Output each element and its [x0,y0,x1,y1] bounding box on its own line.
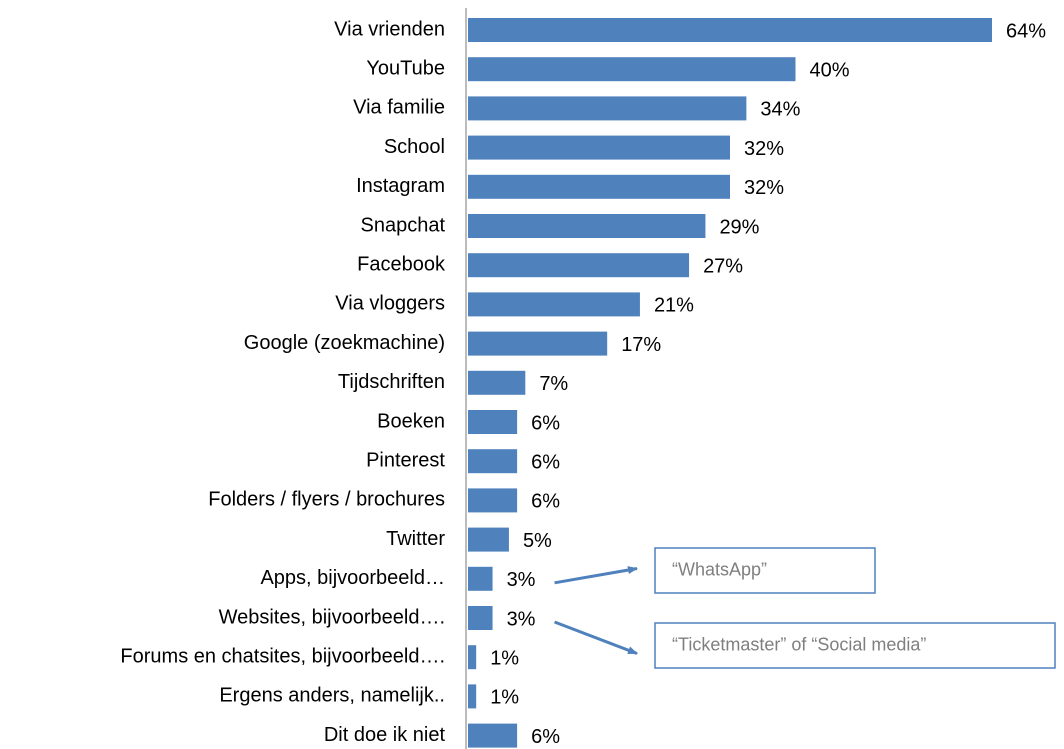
value-label: 32% [744,138,784,160]
bar [468,645,477,670]
annotation-box [654,622,1056,669]
category-label: Pinterest [366,449,445,471]
category-label: Via vloggers [335,293,445,315]
bar [468,684,477,709]
value-label: 32% [744,177,784,199]
value-label: 64% [1006,20,1046,42]
value-label: 34% [760,99,800,121]
bar [468,488,518,513]
value-label: 3% [507,608,536,630]
value-label: 17% [621,334,661,356]
bar [468,370,526,395]
value-label: 21% [654,295,694,317]
category-label: Snapchat [360,214,445,236]
value-label: 5% [523,530,552,552]
value-label: 6% [531,726,560,748]
category-label: Twitter [386,528,445,550]
category-label: Dit doe ik niet [324,724,446,746]
bar [468,723,518,748]
annotation-box [654,547,876,594]
category-label: Folders / flyers / brochures [208,489,445,511]
bar [468,57,796,82]
value-label: 6% [531,491,560,513]
bar [468,527,509,552]
value-label: 1% [490,647,519,669]
value-label: 1% [490,687,519,709]
value-label: 29% [719,216,759,238]
annotation-text: “Ticketmaster” of “Social media” [672,634,926,654]
bar [468,18,992,42]
bar [468,253,690,278]
bar [468,331,608,356]
bar [468,449,518,474]
category-label: Ergens anders, namelijk.. [219,685,445,707]
annotation-arrow [554,566,638,585]
annotation-text: “WhatsApp” [672,559,767,579]
category-label: Google (zoekmachine) [244,332,445,354]
value-label: 27% [703,255,743,277]
bar [468,135,730,160]
bar [468,410,518,434]
category-label: Websites, bijvoorbeeld…. [219,606,445,628]
category-label: Via vrienden [334,18,445,40]
value-label: 6% [531,451,560,473]
category-label: Via familie [353,97,445,119]
value-label: 7% [539,373,568,395]
category-label: Apps, bijvoorbeeld… [260,567,445,589]
category-label: School [384,136,445,158]
bar [468,566,493,591]
category-label: YouTube [366,57,445,79]
category-label: Forums en chatsites, bijvoorbeeld…. [120,645,445,667]
value-label: 6% [531,412,560,434]
category-label: Instagram [356,175,445,197]
bar [468,292,640,317]
category-label: Facebook [357,253,446,275]
bar [468,214,706,238]
bar [468,96,747,121]
category-label: Tijdschriften [338,371,445,393]
value-label: 3% [507,569,536,591]
bar [468,606,493,630]
value-label: 40% [810,59,850,81]
category-label: Boeken [377,410,445,432]
annotation-arrow [554,620,638,655]
bar [468,174,730,199]
